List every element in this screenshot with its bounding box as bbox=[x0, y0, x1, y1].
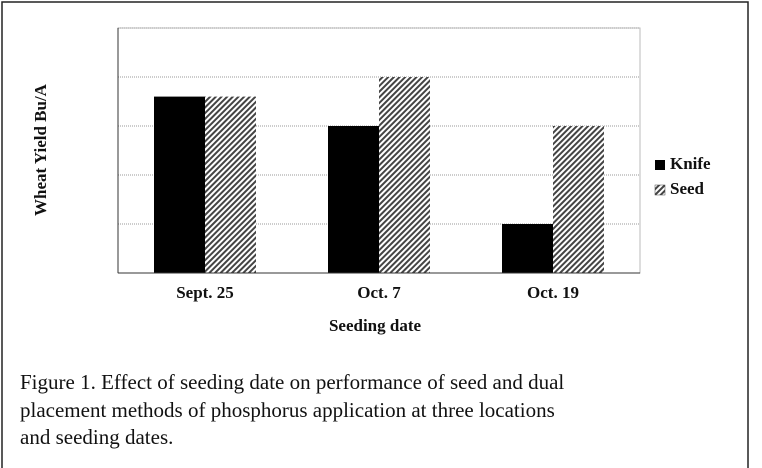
bar bbox=[379, 77, 430, 273]
x-tick-label: Oct. 7 bbox=[357, 283, 401, 302]
bar bbox=[502, 224, 553, 273]
y-axis-title: Wheat Yield Bu/A bbox=[31, 83, 50, 216]
x-tick-label: Oct. 19 bbox=[527, 283, 579, 302]
legend-label: Seed bbox=[670, 179, 705, 198]
bar bbox=[154, 96, 205, 273]
caption-line: Figure 1. Effect of seeding date on perf… bbox=[20, 370, 564, 394]
bar bbox=[205, 96, 256, 273]
caption-line: placement methods of phosphorus applicat… bbox=[20, 398, 555, 422]
legend-label: Knife bbox=[670, 154, 711, 173]
x-tick-label: Sept. 25 bbox=[176, 283, 234, 302]
bar bbox=[328, 126, 379, 273]
frame bbox=[1, 1, 749, 468]
legend-swatch bbox=[655, 160, 665, 170]
caption-line: and seeding dates. bbox=[20, 425, 173, 449]
x-axis-title: Seeding date bbox=[329, 316, 422, 335]
bar bbox=[553, 126, 604, 273]
legend-swatch bbox=[654, 184, 666, 196]
